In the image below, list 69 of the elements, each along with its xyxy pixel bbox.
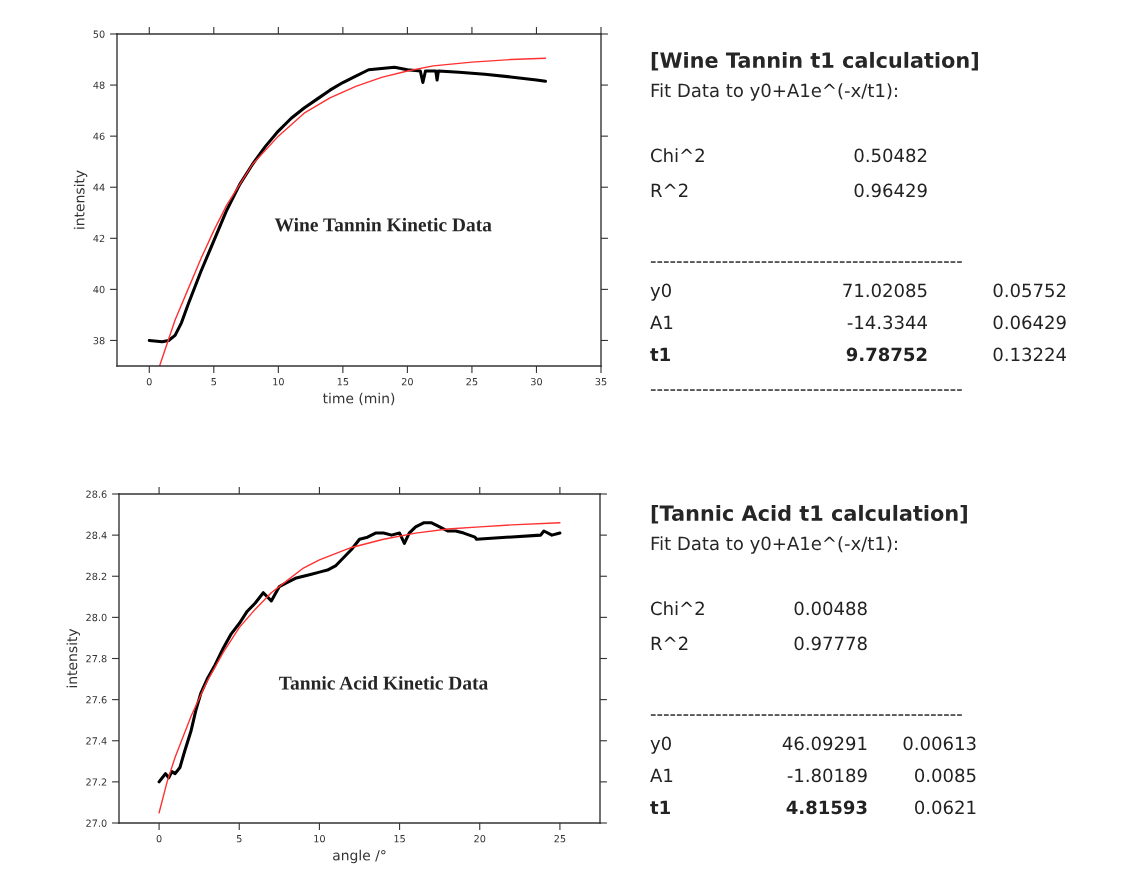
text: y0	[650, 736, 671, 754]
text: 4.81593	[786, 800, 867, 815]
text: 0.97778	[794, 636, 867, 651]
y-tick-label: 44	[93, 183, 105, 191]
text: y0	[650, 283, 671, 301]
y-tick-label: 40	[93, 285, 105, 294]
x-tick-label: 0	[146, 377, 152, 386]
text: 0.00488	[794, 601, 867, 616]
x-tick-label: 25	[466, 377, 478, 386]
y-tick-label: 28.0	[86, 613, 107, 622]
y-tick-label: 27.0	[86, 819, 107, 827]
text: Chi^2	[651, 601, 704, 616]
text: 46.09291	[782, 736, 867, 751]
x-tick-label: 5	[211, 378, 217, 386]
text: 71.02085	[843, 283, 927, 298]
text: 0.00613	[903, 736, 976, 751]
y-tick-label: 27.6	[86, 696, 107, 704]
text: A1	[650, 768, 673, 782]
y-tick-label: 28.4	[86, 531, 107, 539]
y-tick-label: 48	[93, 81, 105, 89]
x-tick-label: 35	[595, 377, 607, 386]
text: -14.3344	[847, 315, 927, 330]
x-tick-label: 25	[554, 834, 566, 843]
text: 0.0621	[915, 800, 976, 815]
text: ------------------------------------------------	[650, 389, 962, 391]
x-tick-label: 10	[314, 834, 325, 843]
y-tick-label: 50	[93, 30, 105, 38]
x-tick-label: 0	[156, 834, 162, 843]
text: Fit Data to y0+A1e^(-x/t1):	[651, 536, 897, 554]
y-tick-label: 28.6	[86, 490, 107, 498]
x-tick-label: 5	[236, 835, 242, 843]
y-tick-label: 42	[93, 234, 105, 242]
x-tick-label: 10	[273, 377, 284, 386]
y-tick-label: 38	[93, 336, 105, 345]
text: ------------------------------------------------	[650, 714, 962, 716]
annotation: Wine Tannin Kinetic Data	[274, 217, 492, 232]
y-axis-title: intensity	[73, 170, 88, 229]
y-axis-title: intensity	[66, 628, 80, 688]
text: A1	[650, 315, 673, 329]
text: [Tannic Acid t1 calculation]	[651, 504, 967, 524]
text: Chi^2	[651, 148, 704, 163]
x-tick-label: 20	[474, 834, 486, 843]
y-tick-label: 28.2	[86, 572, 107, 581]
text: 9.78752	[846, 347, 927, 362]
x-tick-label: 30	[531, 377, 543, 386]
y-tick-label: 27.4	[86, 737, 107, 745]
text: 0.06429	[993, 315, 1066, 330]
text: [Wine Tannin t1 calculation]	[651, 51, 978, 71]
x-tick-label: 15	[394, 835, 405, 843]
x-axis-title: time (min)	[322, 392, 395, 406]
text: ------------------------------------------------	[650, 261, 962, 263]
text: 0.05752	[993, 283, 1066, 298]
text: Fit Data to y0+A1e^(-x/t1):	[651, 83, 897, 101]
y-tick-label: 27.2	[86, 778, 107, 786]
text: 0.0085	[915, 768, 976, 783]
text: R^2	[651, 636, 688, 650]
text: -1.80189	[787, 768, 867, 783]
text: 0.13224	[993, 347, 1066, 362]
text: 0.96429	[854, 183, 927, 198]
y-tick-label: 46	[93, 132, 105, 140]
y-tick-label: 27.8	[86, 654, 107, 663]
x-tick-label: 20	[401, 377, 413, 386]
text: t1	[650, 347, 670, 361]
text: t1	[650, 800, 670, 814]
text: 0.50482	[854, 148, 927, 163]
annotation: Tannic Acid Kinetic Data	[279, 676, 488, 690]
text: R^2	[651, 183, 688, 197]
x-tick-label: 15	[337, 378, 349, 386]
x-axis-title: angle /°	[333, 849, 386, 864]
